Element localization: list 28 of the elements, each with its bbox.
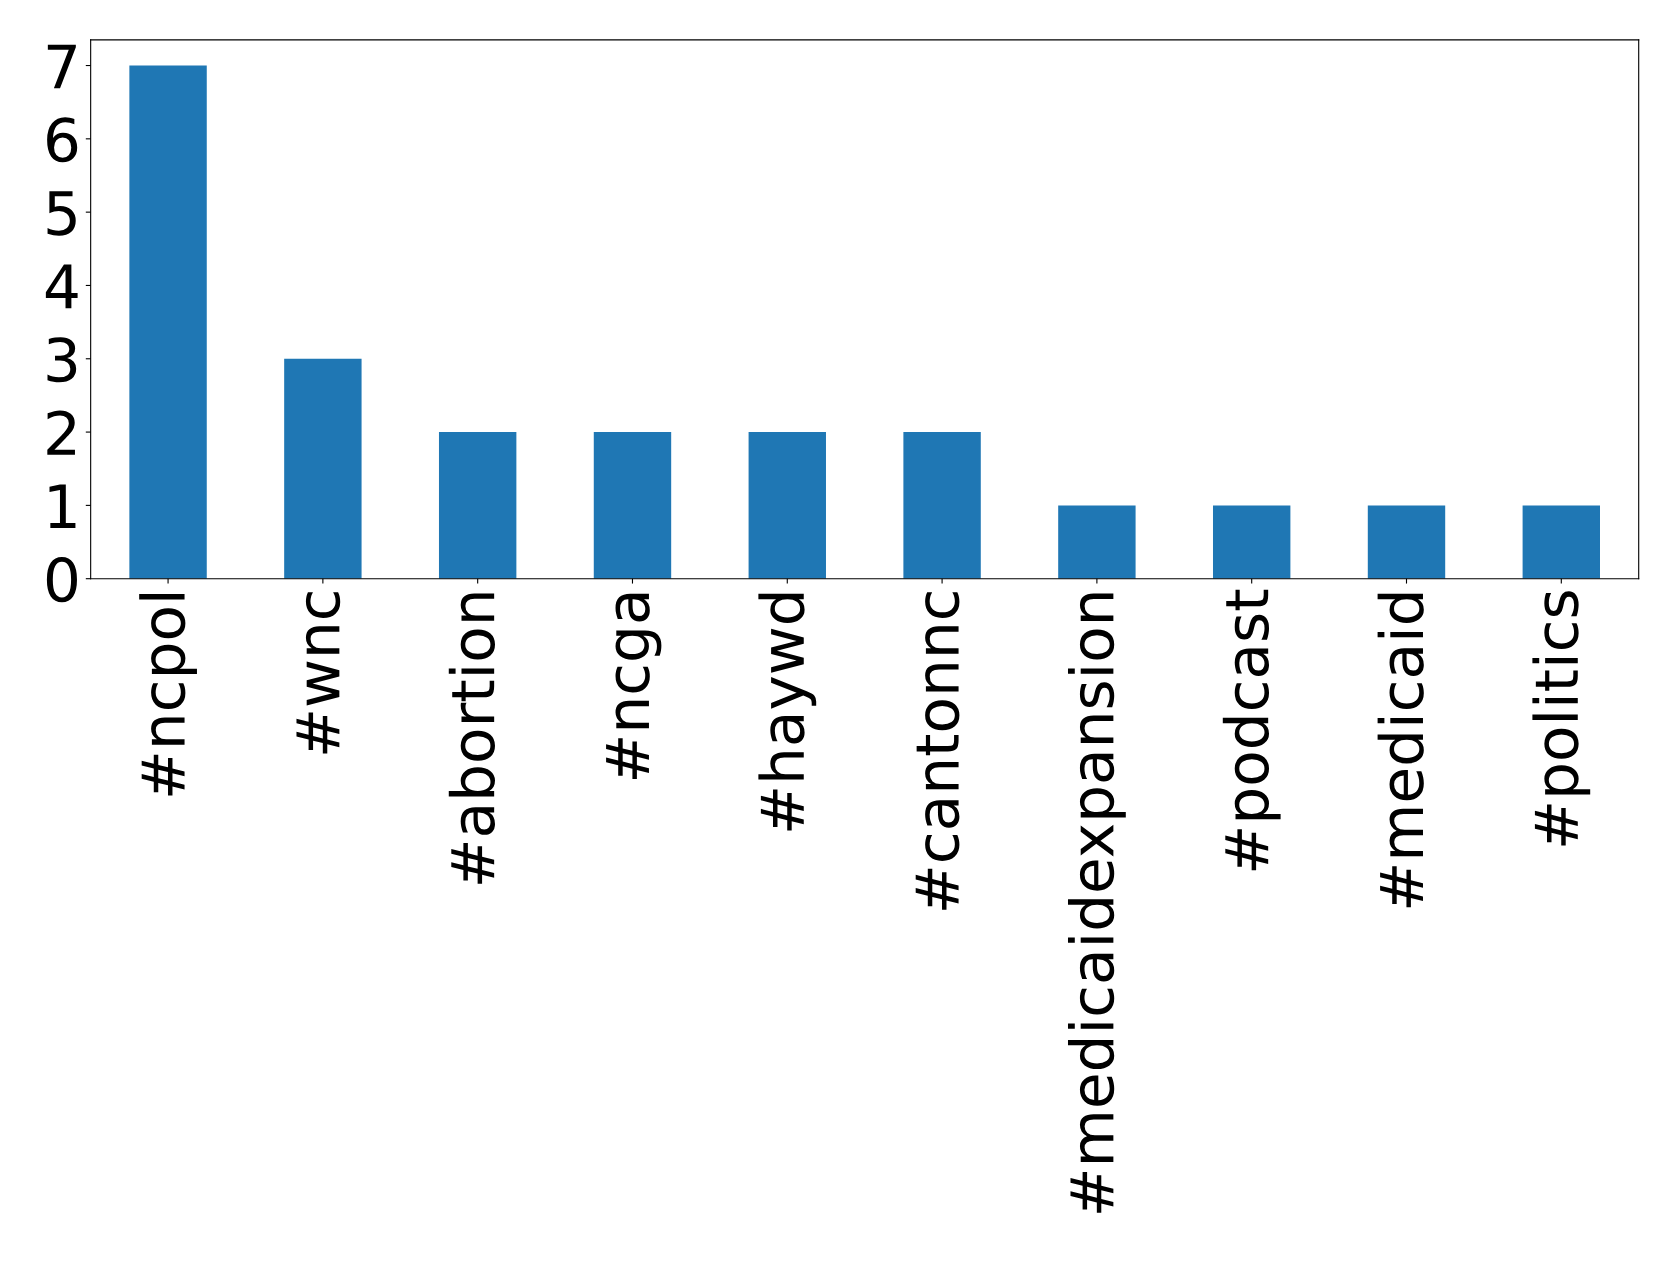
y-tick-label: 7 (47, 44, 76, 89)
bar (903, 432, 981, 579)
y-tick-label: 3 (47, 337, 77, 383)
x-tick-label: #cantonnc (915, 592, 960, 910)
y-tick-label: 6 (47, 117, 78, 163)
bar (129, 65, 207, 579)
x-tick-label: #abortion (448, 593, 495, 884)
x-tick-label: #haywd (758, 593, 817, 831)
bar (438, 432, 517, 579)
x-tick-label: #ncpol (139, 594, 197, 796)
y-tick-label: 2 (47, 410, 75, 455)
x-tick-label: #wnc (296, 592, 341, 754)
x-tick-label: #medicaidexpansion (1067, 593, 1126, 1213)
bar (748, 432, 826, 579)
bar (1058, 505, 1136, 579)
bar (1367, 505, 1446, 579)
x-tick-label: #medicaid (1377, 593, 1424, 908)
x-tick-label: #ncga (606, 593, 662, 780)
bar (593, 432, 672, 579)
y-tick-label: 1 (49, 484, 76, 529)
x-tick-label: #podcast (1222, 589, 1281, 871)
bar (1522, 505, 1600, 579)
bar (284, 358, 362, 579)
y-tick-label: 0 (46, 557, 77, 603)
x-tick-label: #politics (1532, 591, 1591, 846)
y-tick-label: 5 (47, 191, 76, 236)
bar (1212, 505, 1291, 579)
y-tick-label: 4 (45, 264, 78, 309)
